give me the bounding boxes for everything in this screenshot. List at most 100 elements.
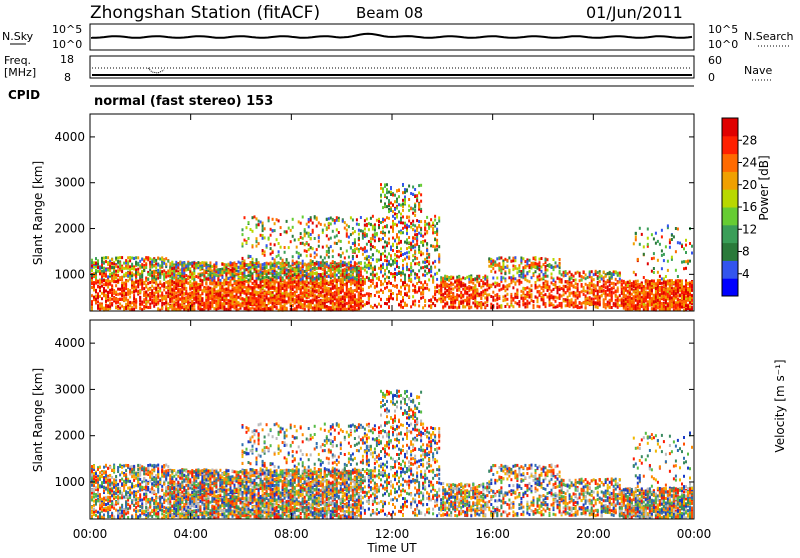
- radar-cell: [225, 308, 227, 311]
- radar-cell: [163, 276, 165, 279]
- radar-cell: [109, 265, 111, 268]
- radar-cell: [221, 304, 223, 307]
- radar-cell: [414, 300, 416, 303]
- radar-cell: [344, 303, 346, 306]
- radar-cell: [145, 298, 147, 301]
- radar-cell: [256, 266, 258, 269]
- radar-cell: [191, 272, 193, 275]
- radar-cell: [394, 208, 396, 211]
- radar-cell: [430, 244, 432, 247]
- freq-panel: Freq. [MHz] 18 8 60 0 Nave: [4, 53, 772, 84]
- radar-cell: [193, 290, 195, 293]
- radar-cell: [380, 283, 382, 286]
- radar-cell: [234, 270, 236, 273]
- radar-cell: [422, 235, 424, 238]
- radar-cell: [396, 295, 398, 298]
- radar-cell: [344, 261, 346, 264]
- radar-cell: [414, 262, 416, 265]
- radar-cell: [356, 284, 358, 287]
- radar-cell: [189, 270, 191, 273]
- radar-cell: [432, 280, 434, 283]
- radar-cell: [336, 234, 338, 237]
- radar-cell: [109, 282, 111, 285]
- radar-cell: [264, 236, 266, 239]
- radar-cell: [368, 240, 370, 243]
- radar-cell: [370, 285, 372, 288]
- radar-cell: [400, 279, 402, 282]
- radar-cell: [406, 238, 408, 241]
- radar-cell: [236, 291, 238, 294]
- radar-cell: [312, 247, 314, 250]
- radar-cell: [276, 296, 278, 299]
- radar-cell: [436, 272, 438, 275]
- radar-cell: [246, 297, 248, 300]
- radar-cell: [294, 302, 296, 305]
- radar-cell: [308, 286, 310, 289]
- radar-cell: [246, 276, 248, 279]
- radar-cell: [296, 261, 298, 264]
- radar-cell: [424, 281, 426, 284]
- radar-cell: [179, 275, 181, 278]
- radar-cell: [260, 290, 262, 293]
- radar-cell: [364, 294, 366, 297]
- radar-cell: [398, 210, 400, 213]
- radar-cell: [390, 282, 392, 285]
- radar-cell: [209, 265, 211, 268]
- radar-cell: [420, 228, 422, 231]
- radar-cell: [91, 269, 93, 272]
- radar-cell: [310, 306, 312, 309]
- radar-cell: [115, 291, 117, 294]
- radar-cell: [408, 236, 410, 239]
- radar-cell: [350, 298, 352, 301]
- radar-cell: [306, 284, 308, 287]
- radar-cell: [334, 261, 336, 264]
- radar-cell: [225, 274, 227, 277]
- radar-cell: [342, 280, 344, 283]
- radar-cell: [358, 223, 360, 226]
- radar-cell: [272, 229, 274, 232]
- radar-cell: [372, 271, 374, 274]
- radar-cell: [234, 264, 236, 267]
- radar-cell: [139, 264, 141, 267]
- radar-cell: [230, 261, 232, 264]
- radar-cell: [312, 292, 314, 295]
- radar-cell: [244, 286, 246, 289]
- radar-cell: [362, 230, 364, 233]
- radar-cell: [159, 287, 161, 290]
- radar-cell: [262, 227, 264, 230]
- radar-cell: [398, 189, 400, 192]
- radar-cell: [173, 270, 175, 273]
- radar-cell: [340, 274, 342, 277]
- radar-cell: [175, 291, 177, 294]
- radar-cell: [268, 269, 270, 272]
- radar-cell: [330, 293, 332, 296]
- radar-cell: [272, 305, 274, 308]
- radar-cell: [225, 277, 227, 280]
- radar-cell: [155, 275, 157, 278]
- radar-cell: [300, 267, 302, 270]
- radar-cell: [422, 296, 424, 299]
- radar-cell: [101, 270, 103, 273]
- radar-cell: [181, 286, 183, 289]
- radar-cell: [304, 294, 306, 297]
- radar-cell: [252, 287, 254, 290]
- radar-cell: [420, 241, 422, 244]
- radar-cell: [97, 263, 99, 266]
- radar-cell: [328, 269, 330, 272]
- radar-cell: [143, 281, 145, 284]
- radar-cell: [298, 268, 300, 271]
- radar-cell: [298, 220, 300, 223]
- radar-cell: [272, 302, 274, 305]
- radar-cell: [211, 265, 213, 268]
- radar-cell: [209, 272, 211, 275]
- radar-cell: [332, 218, 334, 221]
- radar-cell: [330, 217, 332, 220]
- radar-cell: [236, 273, 238, 276]
- radar-cell: [107, 295, 109, 298]
- radar-cell: [394, 212, 396, 215]
- radar-cell: [197, 306, 199, 309]
- radar-cell: [406, 247, 408, 250]
- radar-cell: [254, 283, 256, 286]
- radar-cell: [266, 262, 268, 265]
- radar-cell: [424, 299, 426, 302]
